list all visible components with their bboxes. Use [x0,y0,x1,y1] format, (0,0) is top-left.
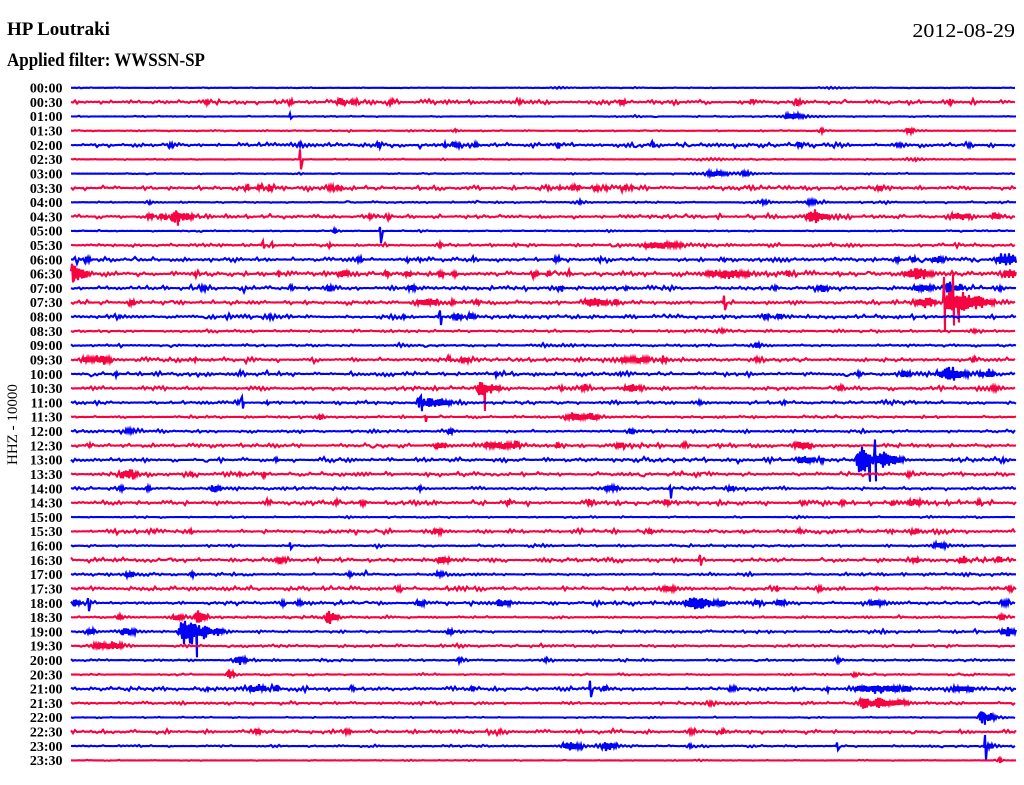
svg-text:16:30: 16:30 [30,554,63,569]
svg-text:16:00: 16:00 [30,540,63,555]
svg-text:06:00: 06:00 [30,253,63,268]
svg-text:Applied filter: WWSSN-SP: Applied filter: WWSSN-SP [7,49,205,70]
svg-text:06:30: 06:30 [30,268,63,283]
svg-text:23:00: 23:00 [30,740,63,755]
svg-text:13:00: 13:00 [30,454,63,469]
svg-text:20:00: 20:00 [30,654,63,669]
svg-text:2012-08-29: 2012-08-29 [912,19,1015,42]
svg-text:00:30: 00:30 [30,96,63,111]
svg-text:14:30: 14:30 [30,497,63,512]
svg-text:09:00: 09:00 [30,339,63,354]
svg-text:09:30: 09:30 [30,354,63,369]
svg-text:22:00: 22:00 [30,711,63,726]
svg-text:11:30: 11:30 [31,411,63,426]
svg-text:18:00: 18:00 [30,597,63,612]
svg-text:12:30: 12:30 [30,439,63,454]
svg-text:HP Loutraki: HP Loutraki [7,19,110,40]
svg-text:11:00: 11:00 [31,396,63,411]
svg-text:15:30: 15:30 [30,525,63,540]
svg-text:14:00: 14:00 [30,482,63,497]
svg-text:05:00: 05:00 [30,225,63,240]
svg-text:07:30: 07:30 [30,296,63,311]
svg-text:03:30: 03:30 [30,182,63,197]
svg-text:01:30: 01:30 [30,125,63,140]
svg-text:00:00: 00:00 [30,82,63,97]
svg-text:12:00: 12:00 [30,425,63,440]
svg-text:15:00: 15:00 [30,511,63,526]
svg-text:03:00: 03:00 [30,168,63,183]
svg-text:08:00: 08:00 [30,311,63,326]
svg-text:04:30: 04:30 [30,210,63,225]
svg-text:21:00: 21:00 [30,683,63,698]
svg-text:20:30: 20:30 [30,668,63,683]
svg-text:HHZ - 10000: HHZ - 10000 [5,384,21,465]
svg-text:08:30: 08:30 [30,325,63,340]
svg-text:17:30: 17:30 [30,582,63,597]
svg-text:04:00: 04:00 [30,196,63,211]
svg-text:22:30: 22:30 [30,726,63,741]
svg-text:19:00: 19:00 [30,625,63,640]
svg-text:05:30: 05:30 [30,239,63,254]
svg-text:17:00: 17:00 [30,568,63,583]
svg-text:23:30: 23:30 [30,754,63,769]
svg-text:02:00: 02:00 [30,139,63,154]
svg-text:18:30: 18:30 [30,611,63,626]
svg-text:10:00: 10:00 [30,368,63,383]
svg-text:02:30: 02:30 [30,153,63,168]
svg-text:19:30: 19:30 [30,640,63,655]
svg-text:21:30: 21:30 [30,697,63,712]
svg-text:01:00: 01:00 [30,110,63,125]
svg-text:10:30: 10:30 [30,382,63,397]
svg-text:13:30: 13:30 [30,468,63,483]
svg-text:07:00: 07:00 [30,282,63,297]
